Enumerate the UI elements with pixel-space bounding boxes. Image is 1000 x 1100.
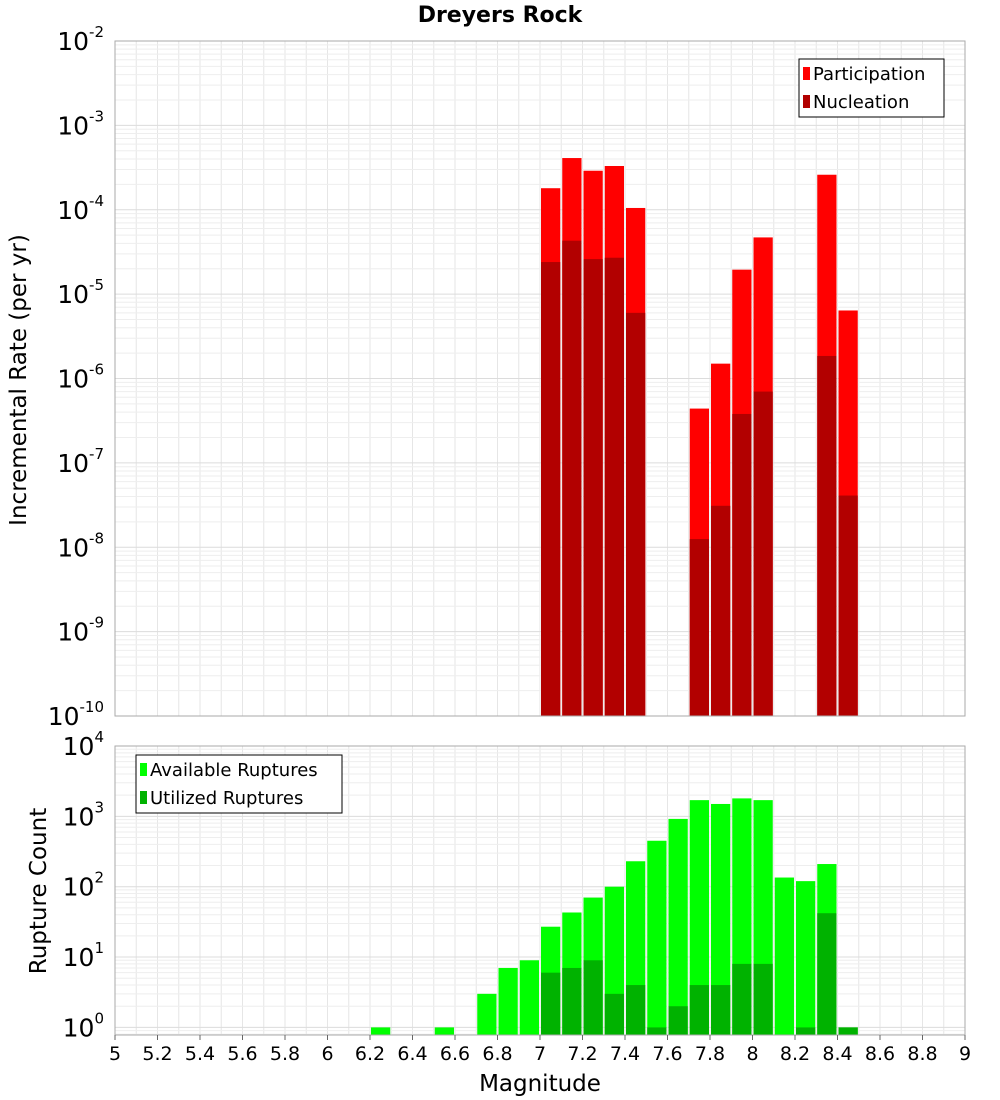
count-available-ruptures-bar <box>371 1027 391 1035</box>
rate-nucleation-bar <box>689 539 709 716</box>
rate-nucleation-bar <box>562 240 582 717</box>
count-utilized-ruptures-bar <box>796 1027 816 1035</box>
available-ruptures-legend-label: Available Ruptures <box>150 760 318 781</box>
count-utilized-ruptures-bar <box>583 960 603 1035</box>
x-tick-label: 5.8 <box>270 1043 300 1065</box>
count-y-tick-label: 101 <box>63 939 104 972</box>
rate-gridlines <box>114 40 966 717</box>
count-utilized-ruptures-bar <box>817 913 837 1035</box>
rate-y-tick-label: 10-4 <box>57 192 104 225</box>
rate-nucleation-bar <box>817 355 837 716</box>
count-utilized-ruptures-bar <box>753 963 773 1035</box>
rate-legend-box <box>798 58 945 118</box>
x-tick-label: 5.2 <box>142 1043 172 1065</box>
x-tick-label: 5.6 <box>227 1043 257 1065</box>
rate-nucleation-bar <box>753 391 773 716</box>
rate-plot-frame <box>114 40 966 717</box>
rate-nucleation-bar <box>626 312 646 716</box>
x-tick-label: 6.2 <box>355 1043 385 1065</box>
count-utilized-ruptures-bar <box>711 985 731 1035</box>
count-available-ruptures-bar <box>477 993 497 1035</box>
rate-y-tick-label: 10-3 <box>57 107 104 140</box>
x-tick-label: 7.6 <box>652 1043 682 1065</box>
count-available-ruptures-bar <box>434 1027 454 1035</box>
count-utilized-ruptures-bar <box>668 1006 688 1035</box>
rate-y-tick-label: 10-10 <box>48 698 104 731</box>
count-y-tick-label: 103 <box>63 798 104 831</box>
count-available-ruptures-bar <box>668 818 688 1035</box>
utilized-ruptures-legend-label: Utilized Ruptures <box>150 788 303 809</box>
rate-nucleation-bar <box>604 257 624 716</box>
utilized-ruptures-swatch <box>140 791 147 804</box>
x-tick-label: 9 <box>959 1043 971 1065</box>
rate-y-tick-label: 10-7 <box>57 445 104 478</box>
count-utilized-ruptures-bar <box>647 1027 667 1035</box>
rate-y-tick-label: 10-9 <box>57 614 104 647</box>
rate-legend: Participation Nucleation <box>798 58 945 118</box>
count-available-ruptures-bar <box>647 840 667 1035</box>
rate-nucleation-bar <box>732 413 752 716</box>
x-tick-label: 7.4 <box>610 1043 640 1065</box>
available-ruptures-swatch <box>140 763 147 776</box>
rate-y-tick-label: 10-6 <box>57 361 104 394</box>
count-utilized-ruptures-bar <box>562 967 582 1035</box>
chart-title: Dreyers Rock <box>418 3 584 28</box>
count-y-tick-label: 100 <box>63 1009 104 1042</box>
nucleation-legend-label: Nucleation <box>813 92 909 113</box>
count-bars <box>371 798 858 1035</box>
count-y-axis-label: Rupture Count <box>26 808 52 974</box>
x-tick-label: 5.4 <box>185 1043 215 1065</box>
x-tick-label: 8 <box>746 1043 758 1065</box>
count-utilized-ruptures-bar <box>689 985 709 1035</box>
x-tick-label: 6 <box>321 1043 333 1065</box>
rate-y-ticks: 10-10 10-9 10-8 10-7 10-6 10-5 10-4 10-3 10-2 <box>48 23 104 731</box>
magnitude-x-ticks: 5 5.2 5.4 5.6 5.8 6 6.2 6.4 6.6 6.8 7 7.2 7.4 7.6 7.8 8… <box>109 1035 971 1065</box>
count-utilized-ruptures-bar <box>541 972 561 1035</box>
x-tick-label: 7.2 <box>567 1043 597 1065</box>
participation-swatch <box>803 67 810 80</box>
count-legend: Available Ruptures Utilized Ruptures <box>135 754 343 814</box>
count-available-ruptures-bar <box>774 877 794 1035</box>
rate-nucleation-bar <box>711 505 731 716</box>
x-tick-label: 8.2 <box>780 1043 810 1065</box>
rate-bars <box>541 158 858 717</box>
rate-y-tick-label: 10-5 <box>57 276 104 309</box>
count-utilized-ruptures-bar <box>626 985 646 1035</box>
count-utilized-ruptures-bar <box>838 1027 858 1035</box>
rate-y-tick-label: 10-2 <box>57 23 104 56</box>
count-available-ruptures-bar <box>796 881 816 1035</box>
x-axis-label: Magnitude <box>479 1071 601 1097</box>
participation-legend-label: Participation <box>813 64 925 85</box>
x-tick-label: 5 <box>109 1043 121 1065</box>
x-tick-label: 6.8 <box>482 1043 512 1065</box>
rate-nucleation-bar <box>583 259 603 716</box>
count-y-tick-label: 104 <box>63 728 104 761</box>
count-utilized-ruptures-bar <box>732 963 752 1035</box>
x-tick-label: 8.6 <box>865 1043 895 1065</box>
count-legend-box <box>135 754 343 814</box>
x-tick-label: 7.8 <box>695 1043 725 1065</box>
count-available-ruptures-bar <box>498 967 518 1035</box>
nucleation-swatch <box>803 95 810 108</box>
rate-y-tick-label: 10-8 <box>57 529 104 562</box>
count-y-tick-label: 102 <box>63 869 104 902</box>
count-available-ruptures-bar <box>689 800 709 1035</box>
x-tick-label: 8.4 <box>822 1043 852 1065</box>
rate-nucleation-bar <box>541 262 561 716</box>
x-tick-label: 6.6 <box>440 1043 470 1065</box>
count-available-ruptures-bar <box>711 803 731 1035</box>
x-tick-label: 6.4 <box>397 1043 427 1065</box>
rate-nucleation-bar <box>838 495 858 716</box>
rupture-count-panel: 100 101 102 103 104 5 5.2 5.4 5.6 5.8 6 6.2 6.4 6.6 6… <box>26 728 971 1097</box>
count-utilized-ruptures-bar <box>604 993 624 1035</box>
x-tick-label: 7 <box>534 1043 546 1065</box>
count-available-ruptures-bar <box>519 960 539 1035</box>
rate-panel: 10-10 10-9 10-8 10-7 10-6 10-5 10-4 10-3 10-2 In… <box>6 23 966 731</box>
x-tick-label: 8.8 <box>907 1043 937 1065</box>
count-y-ticks: 100 101 102 103 104 <box>63 728 104 1042</box>
rate-y-axis-label: Incremental Rate (per yr) <box>6 234 32 526</box>
